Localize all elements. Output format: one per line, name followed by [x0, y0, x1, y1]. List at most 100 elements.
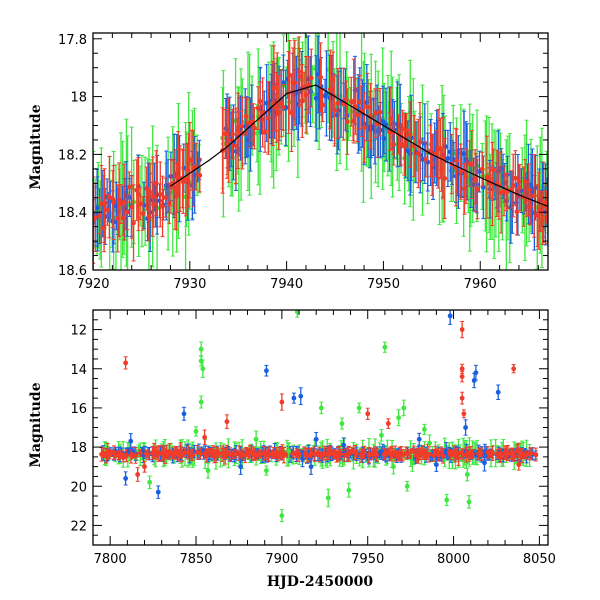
top-panel-zoom: 7920 7930 7940 7950 7960 17.8 18 18.2 18.4 18.6	[58, 32, 549, 292]
bottom-outlier-data-point	[291, 395, 297, 401]
bottom-x-tick-label: 7850	[179, 552, 212, 567]
top-red-data-point	[407, 132, 413, 138]
top-model-curve	[170, 84, 548, 207]
top-red-data-point	[512, 175, 518, 181]
top-blue-data-point	[445, 156, 451, 161]
bottom-outlier-data-point	[385, 421, 391, 426]
top-red-data-point	[391, 142, 397, 147]
top-red-data-point	[538, 209, 544, 214]
bottom-red-data-point	[456, 455, 461, 461]
bottom-y-tick-label: 20	[70, 480, 87, 495]
top-red-data-point	[236, 123, 242, 129]
top-x-tick-label: 7940	[270, 277, 303, 292]
top-red-data-point	[124, 209, 130, 215]
bottom-outlier-data-point	[391, 464, 396, 470]
bottom-outlier-data-point	[286, 448, 292, 454]
top-y-tick-label: 18.4	[58, 206, 87, 221]
top-red-data-point	[527, 204, 533, 210]
bottom-red-data-point	[511, 453, 517, 459]
bottom-x-axis-label: HJD-2450000	[267, 574, 374, 590]
bottom-outlier-data-point	[346, 487, 352, 493]
bottom-red-data-point	[499, 453, 505, 459]
bottom-red-data-point	[490, 450, 495, 456]
bottom-outlier-data-point	[382, 344, 388, 350]
top-y-tick-label: 18.2	[58, 148, 87, 163]
top-green-data-point	[347, 109, 353, 115]
bottom-outlier-data-point	[433, 462, 439, 468]
bottom-outlier-data-point	[135, 472, 141, 477]
top-red-data-point	[458, 169, 464, 175]
top-red-data-point	[137, 201, 143, 207]
top-red-data-point	[433, 151, 439, 156]
top-red-data-point	[257, 98, 263, 104]
bottom-outlier-data-point	[300, 456, 305, 462]
bottom-outlier-data-point	[198, 346, 204, 352]
top-red-data-point	[514, 209, 520, 215]
bottom-outlier-data-point	[308, 464, 314, 470]
bottom-outlier-data-point	[341, 442, 347, 448]
top-red-data-point	[401, 142, 407, 147]
top-red-data-point	[144, 186, 150, 191]
bottom-outlier-data-point	[279, 513, 285, 519]
bottom-red-data-point	[137, 450, 143, 456]
top-blue-data-point	[281, 80, 286, 86]
top-red-data-point	[404, 127, 410, 133]
bottom-y-tick-label: 18	[70, 441, 87, 456]
top-red-data-point	[429, 162, 435, 168]
top-blue-data-point	[313, 95, 319, 101]
bottom-outlier-data-point	[202, 434, 208, 440]
top-red-data-point	[372, 110, 378, 116]
bottom-x-tick-label: 7900	[265, 552, 298, 567]
bottom-outlier-data-point	[200, 366, 206, 372]
bottom-outlier-data-point	[463, 425, 468, 430]
top-red-data-point	[157, 191, 163, 197]
bottom-red-data-point	[346, 451, 352, 457]
bottom-outlier-data-point	[279, 399, 285, 405]
bottom-red-data-point	[361, 450, 367, 455]
top-red-data-point	[243, 114, 249, 119]
bottom-outlier-data-point	[466, 499, 472, 505]
top-red-data-point	[308, 75, 314, 81]
bottom-red-data-point	[533, 452, 539, 457]
top-red-data-point	[327, 86, 333, 92]
bottom-outlier-data-point	[356, 405, 362, 411]
top-red-data-point	[131, 220, 136, 226]
bottom-outlier-data-point	[253, 436, 259, 442]
bottom-outlier-data-point	[325, 495, 331, 501]
top-red-data-point	[292, 80, 298, 86]
top-red-data-point	[265, 115, 271, 121]
bottom-red-data-point	[479, 451, 485, 457]
bottom-outlier-data-point	[461, 411, 467, 417]
bottom-red-data-point	[100, 450, 106, 456]
top-red-data-point	[463, 173, 469, 179]
bottom-red-data-point	[411, 449, 417, 455]
bottom-x-tick-label: 7800	[94, 552, 127, 567]
top-blue-data-point	[509, 200, 515, 206]
bottom-outlier-data-point	[464, 472, 470, 477]
top-red-data-point	[540, 215, 546, 221]
top-red-data-point	[93, 215, 98, 220]
bottom-outlier-data-point	[396, 415, 402, 421]
top-red-data-point	[365, 104, 371, 110]
bottom-outlier-data-point	[516, 462, 522, 468]
bottom-data-points	[99, 310, 539, 523]
top-red-data-point	[150, 194, 156, 200]
bottom-panel-full: 7800 7850 7900 7950 8000 8050 12 14 16 18 20 22	[70, 309, 556, 567]
top-red-data-point	[160, 204, 165, 209]
top-red-data-point	[423, 157, 429, 162]
top-red-data-point	[486, 175, 492, 181]
bottom-red-data-point	[123, 453, 129, 459]
bottom-outlier-data-point	[447, 313, 453, 319]
bottom-plot-frame	[92, 309, 549, 546]
top-red-data-point	[469, 162, 475, 167]
bottom-red-data-point	[440, 453, 446, 459]
top-red-data-point	[252, 125, 257, 131]
bottom-outlier-data-point	[339, 421, 345, 426]
top-red-data-point	[335, 101, 341, 106]
top-red-data-point	[510, 183, 516, 188]
top-red-data-point	[147, 189, 153, 195]
bottom-outlier-data-point	[459, 374, 465, 379]
bottom-outlier-data-point	[224, 419, 230, 425]
top-x-tick-label: 7960	[464, 277, 497, 292]
